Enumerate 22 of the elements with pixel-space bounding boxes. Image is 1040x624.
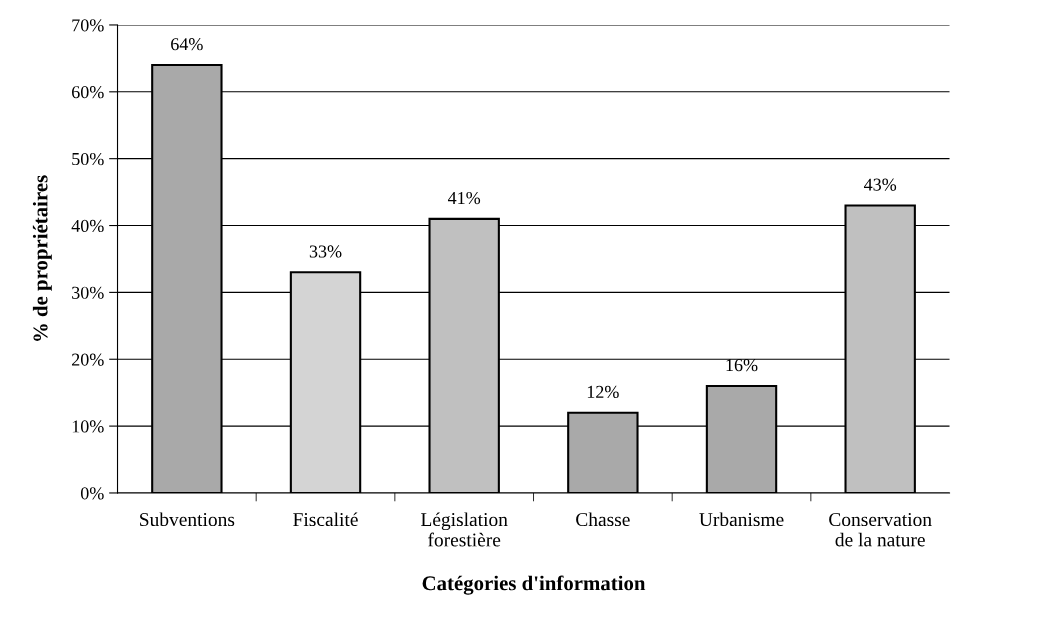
x-tick-label: Chasse bbox=[576, 512, 630, 527]
x-tick-label: Conservation de la nature bbox=[829, 513, 932, 547]
x-tick-label: Législation forestière bbox=[421, 512, 508, 547]
x-tick-label: Subventions bbox=[140, 512, 235, 527]
y-tick-label: 70% bbox=[72, 19, 104, 32]
data-label: 16% bbox=[726, 359, 758, 372]
data-label: 33% bbox=[309, 245, 342, 258]
x-axis-title: Catégories d'information bbox=[422, 575, 646, 595]
x-tick-label: Fiscalité bbox=[293, 512, 358, 527]
data-label: 64% bbox=[171, 38, 203, 51]
y-tick-label: 10% bbox=[72, 420, 104, 433]
y-tick-label: 30% bbox=[72, 286, 104, 299]
data-label: 43% bbox=[863, 178, 897, 191]
y-tick-label: 60% bbox=[72, 86, 104, 99]
y-tick-label: 40% bbox=[71, 219, 104, 233]
y-axis-title: % de propriétaires bbox=[32, 175, 52, 341]
data-label: 12% bbox=[587, 385, 619, 399]
x-tick-label: Urbanisme bbox=[699, 512, 784, 527]
y-tick-label: 0% bbox=[80, 487, 104, 500]
data-label: 41% bbox=[447, 191, 481, 205]
y-tick-label: 20% bbox=[72, 353, 104, 366]
y-tick-label: 50% bbox=[72, 152, 104, 166]
